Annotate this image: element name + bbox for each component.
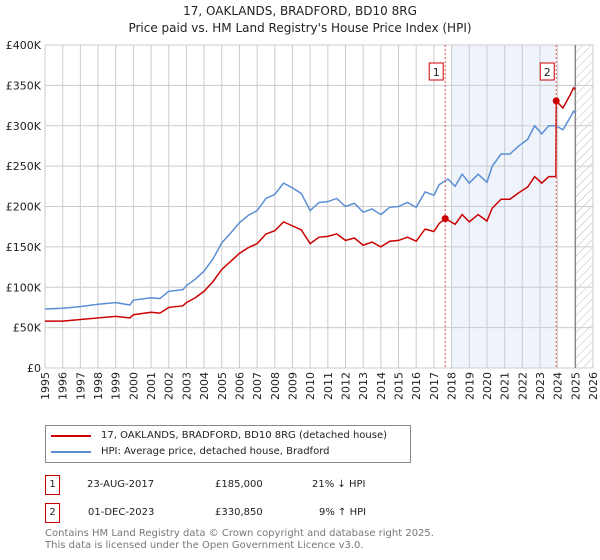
x-tick-label: 2021 [499, 372, 512, 400]
y-tick-label: £0 [27, 362, 41, 375]
x-tick-label: 2016 [410, 372, 423, 400]
sale-label-box [428, 62, 444, 81]
x-tick-label: 1998 [92, 372, 105, 400]
x-tick-label: 2001 [145, 372, 158, 400]
sale-label: 2 [544, 66, 551, 79]
x-tick-label: 2025 [569, 372, 582, 400]
sale-row-2: 2 01-DEC-2023 £330,850 9% ↑ HPI [45, 503, 425, 523]
x-tick-label: 2022 [516, 372, 529, 400]
x-tick-label: 2011 [322, 372, 335, 400]
x-tick-label: 2008 [269, 372, 282, 400]
legend-price-label: 17, OAKLANDS, BRADFORD, BD10 8RG (detach… [101, 430, 388, 441]
footer-copyright: Contains HM Land Registry data © Crown c… [45, 528, 434, 539]
legend-price-swatch [51, 435, 91, 437]
chart-title: 17, OAKLANDS, BRADFORD, BD10 8RG [183, 4, 417, 18]
x-tick-label: 2020 [481, 372, 494, 400]
sale-label-box [539, 62, 555, 81]
x-tick-label: 2024 [552, 372, 565, 400]
x-tick-label: 2004 [198, 372, 211, 400]
x-tick-label: 2009 [286, 372, 299, 400]
sale-date: 23-AUG-2017 [87, 479, 155, 490]
x-tick-label: 2023 [534, 372, 547, 400]
sale-point [552, 97, 560, 105]
x-tick-label: 2002 [163, 372, 176, 400]
x-tick-label: 2012 [340, 372, 353, 400]
y-tick-label: £250K [6, 160, 42, 173]
sale-hpi-diff: 21% ↓ HPI [312, 479, 366, 490]
x-tick-label: 2018 [446, 372, 459, 400]
x-tick-label: 2000 [127, 372, 140, 400]
sale-price: £185,000 [215, 479, 263, 490]
sale-marker-badge: 2 [45, 503, 60, 523]
legend-hpi-label: HPI: Average price, detached house, Brad… [101, 446, 330, 457]
y-tick-label: £100K [6, 281, 42, 294]
legend-price: 17, OAKLANDS, BRADFORD, BD10 8RG (detach… [51, 430, 387, 442]
price-paid-line [45, 86, 576, 322]
hpi-line [44, 110, 576, 310]
footer-licence: This data is licensed under the Open Gov… [45, 540, 364, 551]
x-tick-label: 2010 [304, 372, 317, 400]
legend-hpi: HPI: Average price, detached house, Brad… [51, 446, 329, 458]
sale-label: 1 [433, 66, 440, 79]
price-chart: £0 £50K £100K £150K £200K £250K £300K £350K £400… [6, 39, 600, 400]
sale-date: 01-DEC-2023 [88, 507, 155, 518]
y-tick-label: £400K [6, 39, 42, 52]
x-tick-label: 2015 [393, 372, 406, 400]
sale-price: £330,850 [215, 507, 263, 518]
x-tick-label: 1996 [57, 372, 70, 400]
x-tick-label: 2007 [251, 372, 264, 400]
x-tick-label: 2026 [587, 372, 600, 400]
x-tick-label: 2017 [428, 372, 441, 400]
chart-subtitle: Price paid vs. HM Land Registry's House … [128, 21, 472, 35]
x-tick-label: 2006 [233, 372, 246, 400]
x-tick-label: 2014 [375, 372, 388, 400]
x-tick-label: 1997 [74, 372, 87, 400]
x-tick-label: 2013 [357, 372, 370, 400]
x-tick-label: 1995 [39, 372, 52, 400]
y-tick-label: £150K [6, 241, 42, 254]
sale-row-1: 1 23-AUG-2017 £185,000 21% ↓ HPI [45, 475, 425, 495]
sale-hpi-diff: 9% ↑ HPI [319, 507, 367, 518]
y-tick-label: £200K [6, 201, 42, 214]
footer: Contains HM Land Registry data © Crown c… [45, 528, 434, 552]
y-tick-label: £50K [13, 322, 42, 335]
x-tick-label: 2019 [463, 372, 476, 400]
x-tick-label: 1999 [110, 372, 123, 400]
y-tick-label: £300K [6, 120, 42, 133]
legend-hpi-swatch [51, 451, 91, 453]
sale-point [441, 215, 449, 223]
y-tick-label: £350K [6, 79, 42, 92]
legend: 17, OAKLANDS, BRADFORD, BD10 8RG (detach… [45, 425, 411, 463]
x-tick-label: 2005 [216, 372, 229, 400]
sale-marker-badge: 1 [45, 475, 60, 495]
x-tick-label: 2003 [180, 372, 193, 400]
